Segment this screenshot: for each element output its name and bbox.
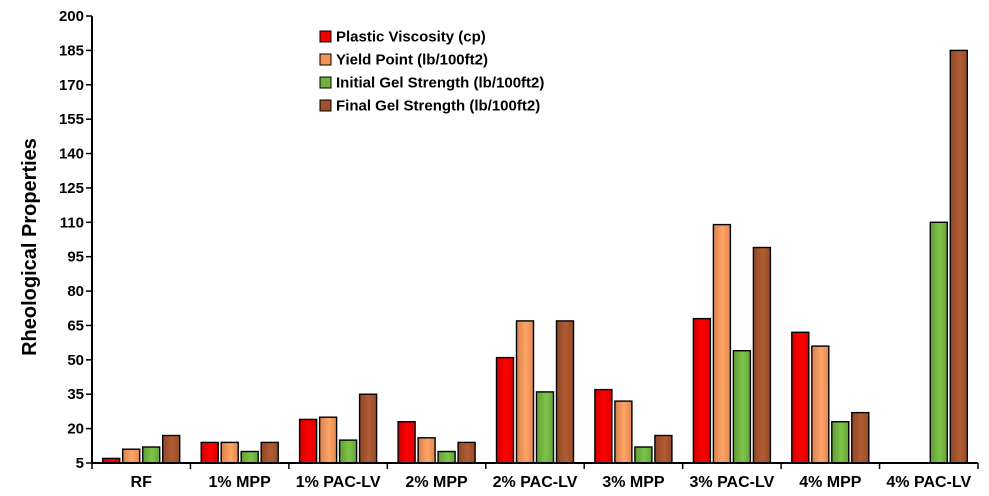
bar-1-4 <box>515 320 535 464</box>
bar-2-3 <box>437 450 456 464</box>
y-tick-label: 95 <box>67 249 84 266</box>
legend-swatch <box>319 76 332 89</box>
bar-3-0 <box>161 434 181 464</box>
y-tick-label: 155 <box>59 111 84 128</box>
bar-0-2 <box>298 418 318 464</box>
bar-3-8 <box>949 49 968 464</box>
legend-swatch <box>319 30 332 43</box>
x-tick-label: 1% MPP <box>209 474 272 491</box>
x-tick-label: 2% PAC-LV <box>493 474 578 491</box>
bar-1-0 <box>121 448 141 464</box>
y-tick-label: 200 <box>59 8 84 25</box>
bar-3-7 <box>851 411 870 464</box>
legend: Plastic Viscosity (cp) Yield Point (lb/1… <box>319 29 544 115</box>
bar-1-3 <box>417 437 436 464</box>
bar-0-1 <box>200 441 219 464</box>
bar-1-7 <box>811 345 830 464</box>
y-tick-label: 5 <box>76 455 84 472</box>
y-tick-label: 65 <box>67 317 84 334</box>
x-tick-label: 4% MPP <box>799 474 862 491</box>
legend-swatch <box>319 99 332 112</box>
bar-0-4 <box>495 356 515 464</box>
bar-0-7 <box>791 331 810 464</box>
x-tick-label: RF <box>131 474 153 491</box>
x-tick-label: 3% MPP <box>602 474 665 491</box>
y-tick-label: 140 <box>59 146 84 163</box>
bar-2-2 <box>338 439 358 464</box>
y-tick-label: 50 <box>67 352 84 369</box>
bar-3-2 <box>358 393 378 464</box>
legend-label: Initial Gel Strength (lb/100ft2) <box>336 75 544 92</box>
bar-3-4 <box>555 320 575 464</box>
y-tick-label: 35 <box>67 386 84 403</box>
x-tick-label: 3% PAC-LV <box>690 474 775 491</box>
bar-1-5 <box>614 400 633 464</box>
x-tick-label: 4% PAC-LV <box>886 474 971 491</box>
bar-2-8 <box>929 221 948 464</box>
bar-3-3 <box>457 441 476 464</box>
y-tick-label: 125 <box>59 180 84 197</box>
bar-0-3 <box>397 421 416 464</box>
legend-label: Final Gel Strength (lb/100ft2) <box>336 98 540 115</box>
axes-layer: 5 20 35 50 65 80 95 110 125 140 155 170 185 200 RF 1% M… <box>59 8 979 491</box>
x-tick-label: 1% PAC-LV <box>296 474 381 491</box>
bar-1-1 <box>220 441 239 464</box>
legend-swatch <box>319 53 332 66</box>
bar-2-6 <box>732 350 752 464</box>
y-tick-label: 80 <box>67 283 84 300</box>
bar-2-4 <box>535 391 555 464</box>
y-tick-label: 185 <box>59 42 84 59</box>
bar-2-1 <box>240 450 259 464</box>
legend-label: Yield Point (lb/100ft2) <box>336 52 488 69</box>
legend-label: Plastic Viscosity (cp) <box>336 29 486 46</box>
bar-0-6 <box>692 317 712 464</box>
bar-1-2 <box>318 416 338 464</box>
y-tick-label: 170 <box>59 77 84 94</box>
bar-0-5 <box>594 388 613 464</box>
bar-3-5 <box>654 434 673 464</box>
bar-2-7 <box>831 421 850 464</box>
bars-layer <box>101 49 968 464</box>
bar-1-6 <box>712 223 732 464</box>
y-tick-label: 20 <box>67 421 84 438</box>
y-axis-title: Rheological Properties <box>19 138 41 356</box>
bar-2-5 <box>634 446 653 464</box>
bar-2-0 <box>141 446 161 464</box>
x-tick-label: 2% MPP <box>405 474 468 491</box>
bar-3-6 <box>752 246 772 464</box>
y-tick-label: 110 <box>60 214 84 231</box>
bar-3-1 <box>260 441 279 464</box>
